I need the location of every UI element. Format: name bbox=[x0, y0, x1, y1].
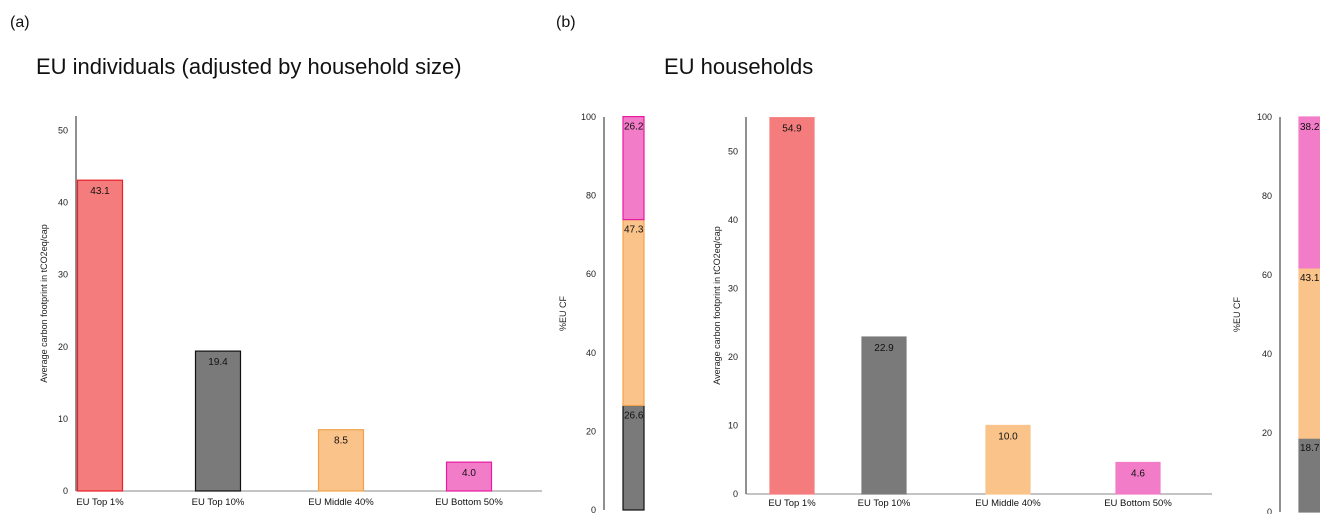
chart-1-y-tick-label: 20 bbox=[58, 342, 68, 352]
chart-4-y-tick-label: 80 bbox=[1262, 191, 1272, 201]
chart-1-y-axis-label: Average carbon footprint in tCO2eq/cap bbox=[39, 224, 49, 382]
chart-4-y-tick-label: 100 bbox=[1257, 112, 1272, 122]
chart-1-bar-4 bbox=[445, 461, 493, 492]
chart-3-bar-4 bbox=[1115, 461, 1161, 495]
chart-1-category-label-3: EU Middle 40% bbox=[308, 497, 374, 508]
chart-1-y-tick-label: 30 bbox=[58, 270, 68, 280]
chart-3-data-label-4: 4.6 bbox=[1131, 468, 1145, 479]
chart-1-y-tick-label: 0 bbox=[63, 486, 68, 496]
chart-2-segment-label-1: 26.6 bbox=[624, 410, 644, 421]
chart-4-y-tick-label: 40 bbox=[1262, 349, 1272, 359]
panel-a-letter: (a) bbox=[10, 14, 30, 31]
chart-3-data-label-3: 10.0 bbox=[998, 431, 1018, 442]
chart-3-y-tick-label: 40 bbox=[728, 215, 738, 225]
chart-1-data-label-2: 19.4 bbox=[208, 357, 228, 368]
chart-4-segment-label-3: 38.2 bbox=[1300, 122, 1320, 133]
chart-4-segment-3 bbox=[1298, 116, 1320, 269]
chart-2-y-tick-label: 0 bbox=[591, 505, 596, 514]
chart-3-bar-2 bbox=[861, 336, 907, 495]
chart-1-data-label-4: 4.0 bbox=[462, 468, 476, 479]
chart-1-category-label-2: EU Top 10% bbox=[192, 497, 245, 508]
chart-4-segment-label-1: 18.7 bbox=[1300, 443, 1320, 454]
chart-3-y-tick-label: 0 bbox=[733, 489, 738, 499]
chart-1-category-label-1: EU Top 1% bbox=[76, 497, 124, 508]
chart-2-y-tick-label: 20 bbox=[586, 426, 596, 436]
chart-4-y-axis-label: %EU CF bbox=[1232, 297, 1242, 333]
panel-b-title: EU households bbox=[664, 54, 814, 79]
chart-3-y-axis-label: Average carbon footprint in tCO2eq/cap bbox=[712, 226, 722, 384]
chart-2-y-tick-label: 100 bbox=[581, 112, 596, 122]
chart-1-y-tick-label: 40 bbox=[58, 198, 68, 208]
chart-4-segment-2 bbox=[1298, 267, 1320, 439]
chart-3-bar-3 bbox=[985, 424, 1031, 495]
chart-3-category-label-1: EU Top 1% bbox=[768, 498, 816, 509]
chart-1-category-label-4: EU Bottom 50% bbox=[435, 497, 503, 508]
chart-3-bar-1 bbox=[769, 117, 815, 495]
chart-3-y-tick-label: 30 bbox=[728, 283, 738, 293]
chart-4-y-tick-label: 20 bbox=[1262, 428, 1272, 438]
chart-3-y-tick-label: 10 bbox=[728, 420, 738, 430]
chart-1-y-tick-label: 10 bbox=[58, 414, 68, 424]
chart-2-segment-3 bbox=[622, 116, 645, 221]
chart-4-y-tick-label: 60 bbox=[1262, 270, 1272, 280]
chart-3-category-label-4: EU Bottom 50% bbox=[1104, 498, 1172, 509]
chart-1-data-label-1: 43.1 bbox=[90, 186, 110, 197]
chart-2-y-tick-label: 80 bbox=[586, 191, 596, 201]
chart-1-bar-2 bbox=[194, 350, 242, 492]
chart-2-y-axis-label: %EU CF bbox=[558, 296, 568, 332]
chart-4-segment-label-2: 43.1 bbox=[1300, 273, 1320, 284]
panel-b-letter: (b) bbox=[556, 14, 576, 31]
chart-1-bar-1 bbox=[76, 179, 124, 492]
chart-2-segment-label-3: 26.2 bbox=[624, 122, 644, 133]
chart-1-bar-3 bbox=[317, 429, 365, 492]
chart-3-y-tick-label: 50 bbox=[728, 146, 738, 156]
chart-4-y-tick-label: 0 bbox=[1267, 507, 1272, 514]
chart-1-y-tick-label: 50 bbox=[58, 125, 68, 135]
chart-3-y-tick-label: 20 bbox=[728, 352, 738, 362]
chart-2-y-tick-label: 40 bbox=[586, 348, 596, 358]
chart-3-data-label-1: 54.9 bbox=[782, 124, 802, 135]
panel-a-title: EU individuals (adjusted by household si… bbox=[36, 54, 462, 79]
chart-3-data-label-2: 22.9 bbox=[874, 343, 894, 354]
chart-2-y-tick-label: 60 bbox=[586, 269, 596, 279]
chart-3-category-label-2: EU Top 10% bbox=[858, 498, 911, 509]
chart-3-category-label-3: EU Middle 40% bbox=[975, 498, 1041, 509]
chart-2-segment-label-2: 47.3 bbox=[624, 225, 644, 236]
chart-1-data-label-3: 8.5 bbox=[334, 436, 348, 447]
chart-2-segment-2 bbox=[622, 218, 645, 407]
